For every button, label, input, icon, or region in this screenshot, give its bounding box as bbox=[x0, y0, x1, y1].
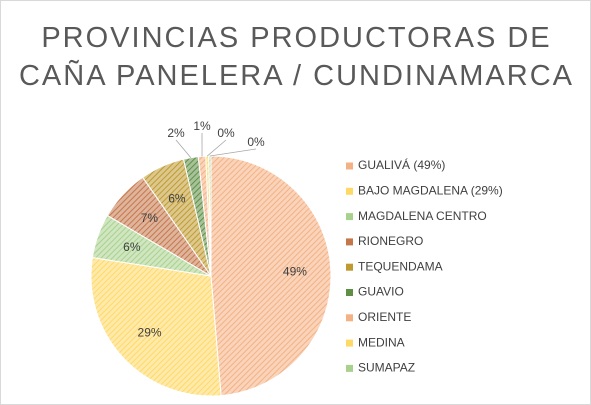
legend-swatch bbox=[346, 289, 353, 296]
leader-line bbox=[175, 139, 192, 158]
leader-line bbox=[209, 148, 257, 157]
data-label: 6% bbox=[168, 191, 186, 205]
legend-swatch bbox=[346, 162, 353, 170]
legend-label: GUALIVÁ (49%) bbox=[358, 157, 445, 172]
leader-line bbox=[206, 139, 227, 157]
pie-slice bbox=[210, 155, 332, 397]
legend-swatch bbox=[346, 187, 353, 195]
legend-swatch bbox=[346, 339, 353, 347]
data-label: 2% bbox=[167, 126, 185, 140]
legend-label: SUMAPAZ bbox=[358, 361, 415, 375]
legend-swatch bbox=[346, 314, 353, 322]
chart-title: PROVINCIAS PRODUCTORAS DE CAÑA PANELERA … bbox=[18, 22, 575, 92]
legend-label: GUAVIO bbox=[358, 285, 404, 299]
data-label: 7% bbox=[141, 211, 159, 225]
data-label: 49% bbox=[283, 265, 307, 279]
legend-label: MEDINA bbox=[358, 335, 405, 349]
legend-label: ORIENTE bbox=[358, 310, 411, 324]
data-label: 29% bbox=[138, 325, 162, 339]
data-label: 6% bbox=[123, 240, 141, 254]
legend-swatch bbox=[346, 238, 353, 246]
legend-swatch bbox=[346, 364, 353, 372]
pie-slice bbox=[90, 256, 222, 397]
legend-swatch bbox=[346, 263, 353, 271]
legend-swatch bbox=[346, 213, 353, 221]
legend-label: MAGDALENA CENTRO bbox=[358, 209, 487, 223]
legend-label: BAJO MAGDALENA (29%) bbox=[358, 183, 503, 197]
legend-label: TEQUENDAMA bbox=[358, 259, 443, 273]
legend-label: RIONEGRO bbox=[358, 234, 423, 248]
data-label: 1% bbox=[193, 119, 211, 133]
data-label: 0% bbox=[247, 135, 265, 149]
data-label: 0% bbox=[217, 126, 235, 140]
